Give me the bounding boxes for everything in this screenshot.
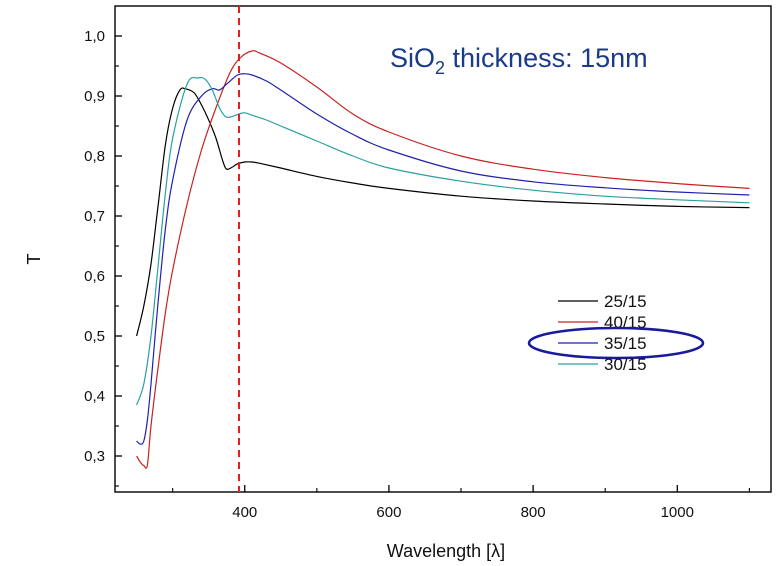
y-tick-label: 0,3: [84, 448, 105, 465]
series-lines: [136, 50, 750, 469]
plot-frame: [114, 5, 772, 493]
y-tick-label: 0,5: [84, 328, 105, 345]
y-tick-label: 0,9: [84, 88, 105, 105]
x-axis-label: Wavelength [λ]: [387, 541, 505, 561]
series-line-0: [136, 87, 750, 337]
y-tick-label: 0,8: [84, 148, 105, 165]
axis-tick-labels: 400 600 800 1000 0,3 0,4 0,5 0,6 0,7 0,8 0,9 1,0: [84, 28, 694, 521]
y-tick-label: 1,0: [84, 28, 105, 45]
series-line-2: [136, 73, 750, 445]
x-tick-label: 400: [232, 504, 257, 521]
y-tick-label: 0,6: [84, 268, 105, 285]
y-tick-label: 0,7: [84, 208, 105, 225]
y-axis-label: T: [24, 254, 44, 265]
axis-ticks: [115, 35, 750, 492]
x-tick-label: 800: [521, 504, 546, 521]
highlight-ellipse: [527, 326, 705, 360]
annotation-suffix: thickness: 15nm: [445, 43, 648, 73]
series-line-3: [136, 76, 750, 406]
chart-annotation: SiO2 thickness: 15nm: [390, 43, 648, 78]
legend-label-2: 35/15: [604, 334, 647, 353]
y-tick-label: 0,4: [84, 388, 105, 405]
x-tick-label: 1000: [661, 504, 694, 521]
legend-label-0: 25/15: [604, 292, 647, 311]
series-line-1: [136, 50, 750, 469]
annotation-subscript: 2: [435, 58, 445, 78]
x-tick-label: 600: [376, 504, 401, 521]
legend-label-3: 30/15: [604, 355, 647, 374]
annotation-prefix: SiO: [390, 43, 435, 73]
